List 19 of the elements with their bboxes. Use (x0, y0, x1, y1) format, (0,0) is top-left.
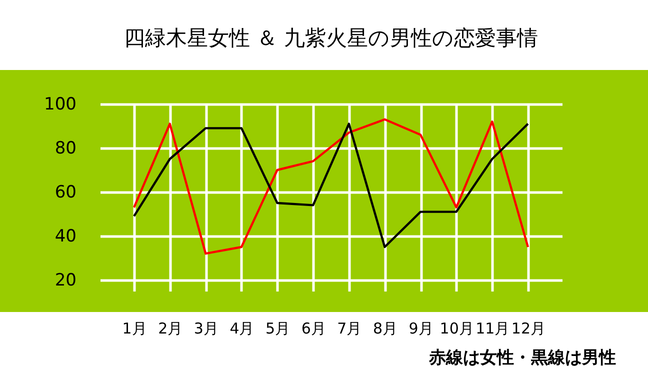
x-tick-label: 1月 (122, 320, 147, 338)
chart-title: 四緑木星女性 ＆ 九紫火星の男性の恋愛事情 (124, 26, 538, 50)
x-tick-label: 7月 (337, 320, 362, 338)
x-tick-label: 5月 (266, 320, 290, 338)
x-tick-label: 10月 (440, 320, 474, 338)
x-tick-label: 6月 (301, 320, 326, 338)
y-tick-label: 100 (44, 94, 76, 114)
y-tick-label: 60 (54, 182, 76, 202)
x-tick-label: 9月 (408, 320, 434, 338)
text: 赤線は女性・黒線は男性 (429, 347, 616, 369)
y-tick-label: 20 (54, 270, 76, 290)
y-tick-label: 40 (54, 226, 76, 246)
x-tick-label: 11月 (476, 320, 510, 338)
x-tick-label: 2月 (158, 320, 183, 338)
x-tick-label: 8月 (372, 320, 398, 338)
y-tick-label: 80 (54, 138, 76, 158)
x-tick-label: 4月 (230, 320, 254, 338)
x-tick-label: 12月 (511, 320, 546, 338)
x-tick-label: 3月 (194, 320, 218, 338)
